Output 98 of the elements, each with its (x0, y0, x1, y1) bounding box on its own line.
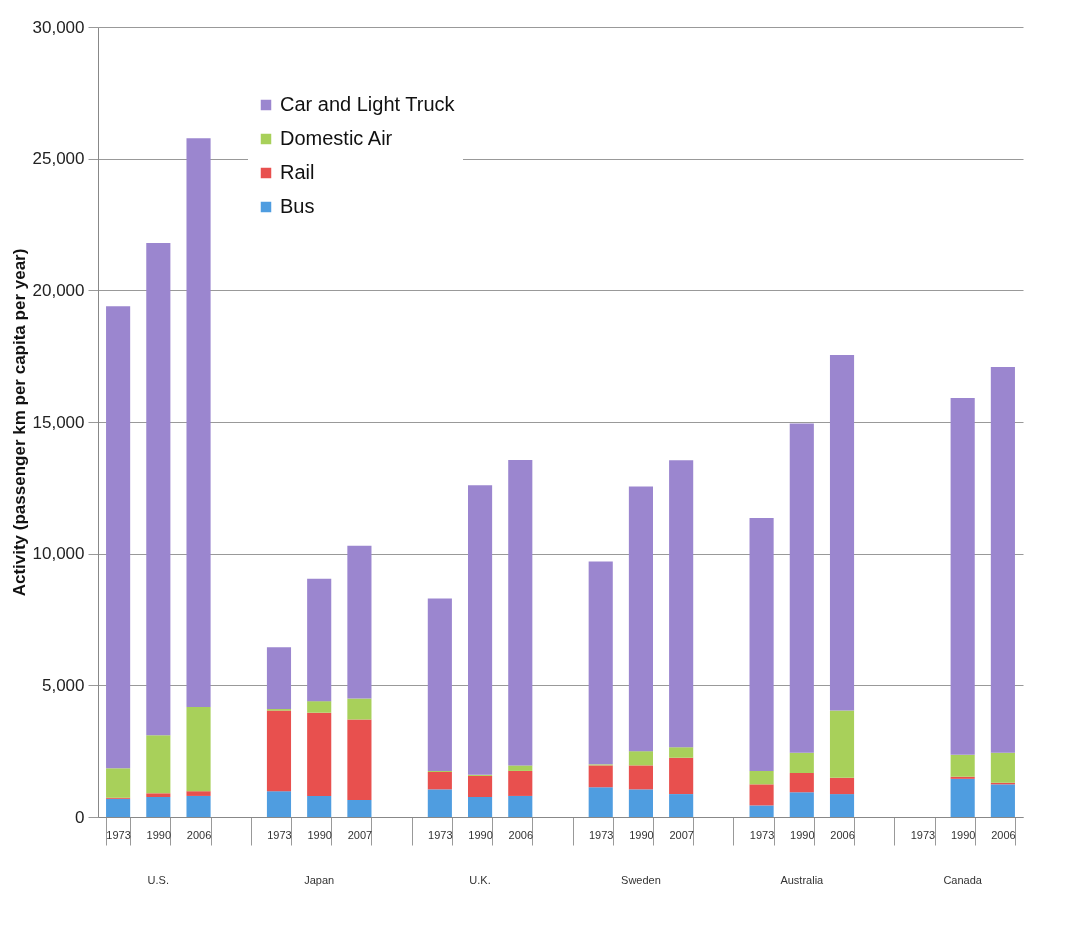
bar (669, 757, 694, 795)
bar (669, 460, 694, 748)
x-tick-label: 2006 (508, 828, 534, 841)
text: U.S. (147, 874, 170, 886)
legend-label: Car and Light Truck (280, 93, 456, 115)
x-tick-label: 2007 (669, 828, 694, 841)
bar (990, 366, 1015, 753)
y-tick-label: 30,000 (32, 17, 85, 37)
bar (669, 794, 694, 817)
bar (468, 796, 493, 817)
bar (307, 795, 332, 817)
bar (628, 789, 653, 817)
text: Japan (304, 874, 335, 886)
bar (628, 751, 653, 766)
x-tick-label: 1973 (749, 828, 775, 841)
y-axis-title: Activity (passenger km per capita per year) (9, 248, 29, 597)
bar (950, 754, 975, 777)
bar (628, 765, 653, 790)
bar (427, 771, 452, 790)
x-tick-label: 2007 (347, 828, 373, 841)
text: Canada (943, 874, 983, 886)
bar (789, 773, 814, 793)
bar (186, 795, 211, 817)
y-tick-label: 20,000 (32, 280, 85, 300)
bar (186, 138, 211, 707)
legend-label: Bus (280, 195, 315, 217)
bar (829, 710, 855, 778)
bar (106, 768, 131, 798)
bar (186, 791, 211, 796)
x-tick-label: 1990 (950, 828, 976, 841)
y-tick-label: 25,000 (32, 149, 85, 169)
bar (588, 787, 613, 817)
bar (146, 242, 171, 736)
y-tick-label: 10,000 (32, 544, 85, 564)
x-tick-label: 1990 (629, 828, 654, 841)
text: Australia (780, 874, 825, 886)
bar (789, 752, 814, 774)
x-tick-label: 1973 (910, 828, 936, 841)
bar (186, 706, 211, 792)
x-tick-label: 1990 (468, 828, 493, 841)
bar (749, 770, 774, 785)
bar (347, 719, 372, 800)
bar (669, 747, 694, 758)
bar (427, 598, 452, 771)
bar (588, 765, 613, 788)
bar (628, 486, 653, 752)
bar (749, 805, 774, 817)
x-tick-label: 1990 (790, 828, 815, 841)
x-tick-label: 1973 (588, 828, 614, 841)
bar (950, 398, 975, 755)
bar (990, 752, 1015, 783)
bar (508, 770, 533, 796)
bar (347, 799, 372, 817)
x-tick-label: 2006 (830, 828, 855, 841)
bar (146, 796, 171, 817)
bar (468, 485, 493, 775)
bar (508, 765, 533, 771)
bar (307, 578, 332, 702)
bar (106, 798, 131, 817)
bar (427, 789, 452, 817)
bar (266, 647, 292, 710)
x-tick-label: 1973 (106, 828, 131, 841)
bar (950, 778, 975, 817)
bar (789, 792, 814, 817)
x-tick-label: 1973 (267, 828, 292, 841)
x-tick-label: 2006 (186, 828, 212, 841)
x-tick-label: 1973 (428, 828, 453, 841)
bar (508, 795, 533, 817)
bar (749, 518, 774, 771)
bar (749, 784, 774, 806)
bar (347, 545, 372, 699)
bar (347, 698, 372, 720)
bar (146, 793, 171, 797)
bar (588, 561, 613, 765)
legend-label: Rail (280, 161, 315, 183)
bar (829, 794, 855, 817)
legend-label: Domestic Air (280, 127, 393, 149)
bar (950, 776, 975, 779)
bar (266, 791, 292, 817)
bar (468, 775, 493, 797)
bar (829, 355, 855, 711)
bar (508, 459, 533, 766)
y-tick-label: 0 (75, 807, 85, 827)
bar (106, 306, 131, 769)
bar (990, 784, 1015, 817)
bar (266, 710, 292, 792)
bar (307, 712, 332, 796)
bar (829, 777, 855, 795)
bar (789, 423, 814, 753)
text: U.K. (469, 874, 491, 886)
x-tick-label: 2006 (991, 828, 1016, 841)
bar (146, 735, 171, 794)
text: Sweden (621, 874, 661, 886)
x-tick-label: 1990 (307, 828, 332, 841)
y-tick-label: 15,000 (32, 412, 85, 432)
bar (307, 701, 332, 713)
x-tick-label: 1990 (146, 828, 172, 841)
y-tick-label: 5,000 (41, 675, 85, 695)
